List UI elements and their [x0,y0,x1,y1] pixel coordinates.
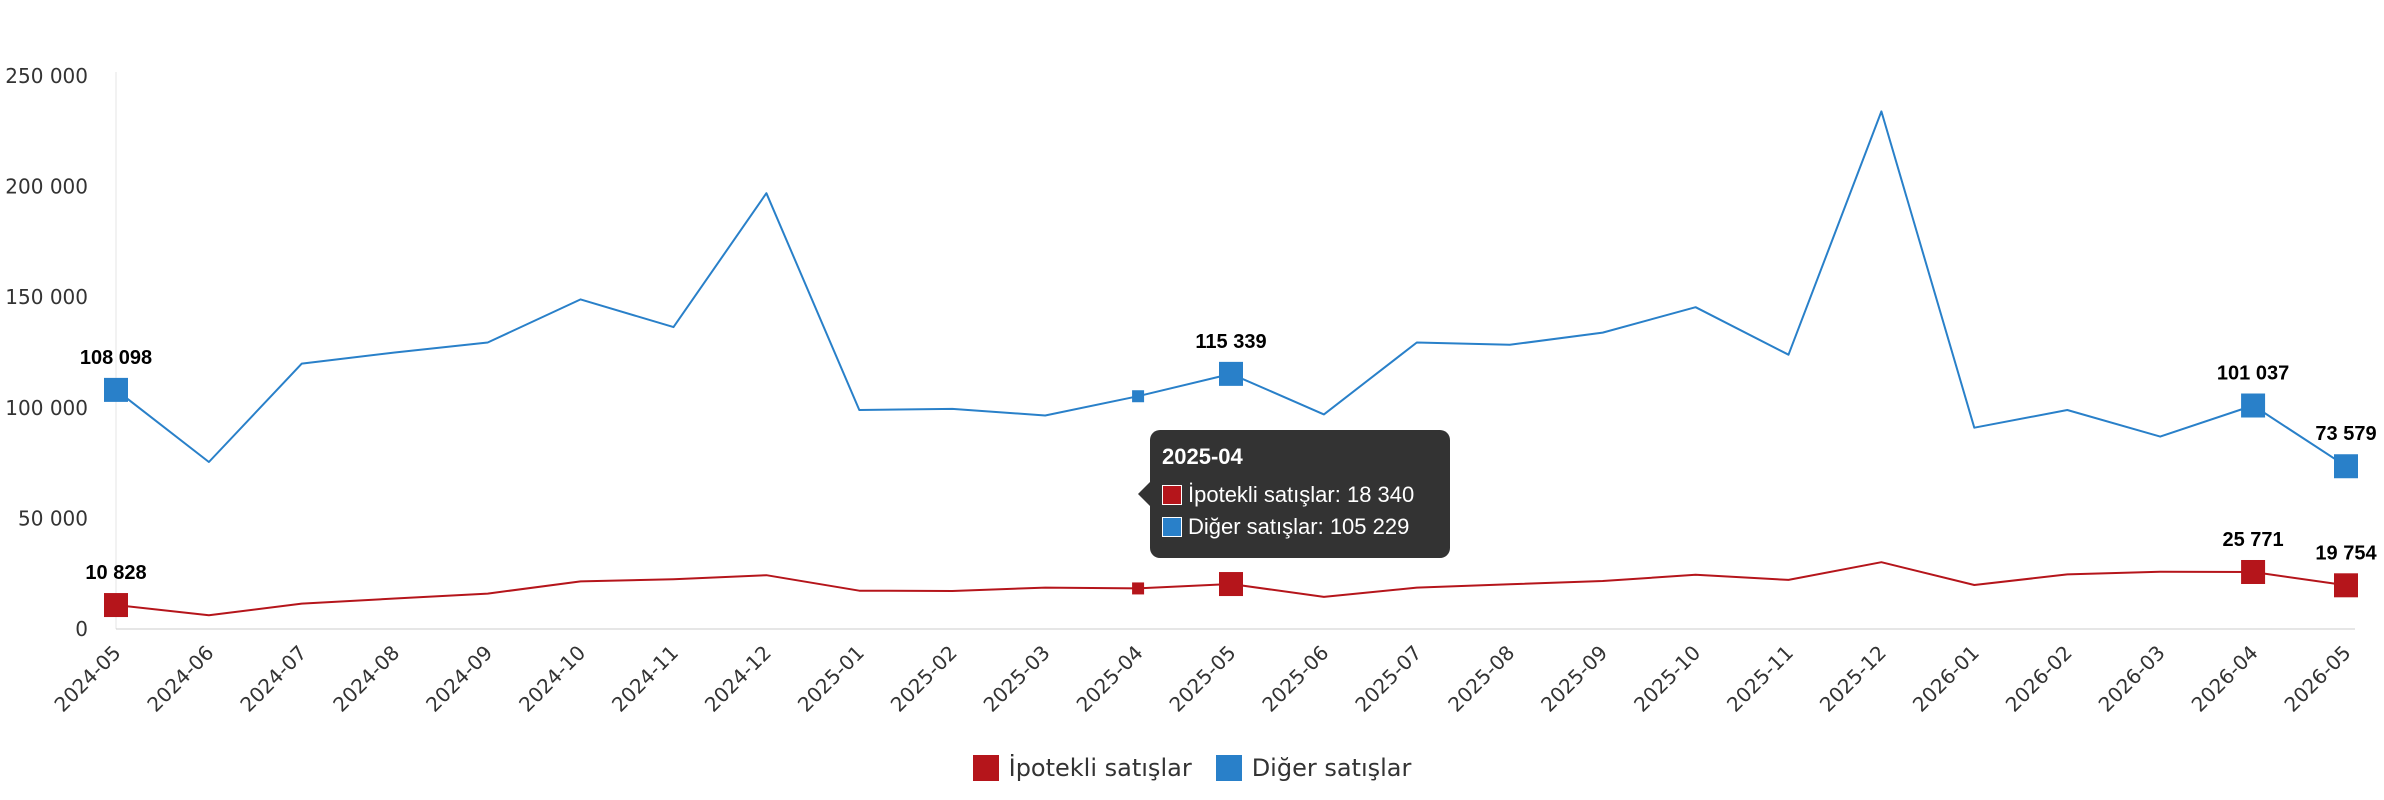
x-tick-label: 2026-04 [2187,641,2263,717]
y-tick-label: 100 000 [5,396,88,420]
tooltip-text-mortgage: İpotekli satışlar: 18 340 [1188,482,1415,507]
data-point-marker[interactable] [104,593,128,618]
data-label: 25 771 [2222,529,2283,551]
x-axis-ticks: 2024-05 2024-06 2024-07 2024-08 2024-09 2024-… [49,641,2355,717]
data-label: 10 828 [85,562,146,584]
x-tick-label: 2025-01 [793,641,869,717]
data-label: 101 037 [2217,363,2289,385]
x-tick-label: 2026-05 [2279,641,2355,717]
x-tick-label: 2024-07 [235,641,311,717]
data-point-marker[interactable] [104,377,128,402]
x-tick-label: 2025-03 [979,641,1055,717]
x-tick-label: 2025-04 [1072,641,1148,717]
y-tick-label: 50 000 [18,506,88,530]
data-point-marker[interactable] [2334,573,2358,598]
y-tick-label: 200 000 [5,175,88,199]
data-point-marker[interactable] [1219,361,1243,386]
x-tick-label: 2026-01 [1908,641,1984,717]
chart-tooltip: 2025-04 İpotekli satışlar: 18 340 Diğer … [1138,430,1450,558]
tooltip-swatch-other [1162,517,1182,537]
x-tick-label: 2025-08 [1443,641,1519,717]
series-markers [104,361,2358,618]
tooltip-text-other: Diğer satışlar: 105 229 [1188,514,1410,539]
x-tick-label: 2025-12 [1815,641,1891,717]
legend-swatch-other [1215,755,1242,781]
legend-item-mortgage[interactable]: İpotekli satışlar [972,754,1192,782]
y-tick-label: 250 000 [5,64,88,88]
x-tick-label: 2024-09 [421,641,497,717]
series-line-1[interactable] [115,110,2347,468]
data-point-marker[interactable] [2334,454,2358,479]
x-tick-label: 2025-06 [1257,641,1333,717]
data-label: 19 754 [2315,542,2377,564]
hover-marker[interactable] [1132,390,1145,403]
legend-label-other: Diğer satışlar [1251,754,1412,782]
data-label: 115 339 [1195,331,1266,353]
legend-label-mortgage: İpotekli satışlar [1008,754,1192,782]
data-point-marker[interactable] [2241,393,2266,418]
x-tick-label: 2025-11 [1722,641,1798,717]
tooltip-row-mortgage: İpotekli satışlar: 18 340 [1162,482,1438,508]
tooltip-title: 2025-04 [1162,444,1243,469]
data-point-marker[interactable] [1219,572,1243,597]
x-tick-label: 2024-10 [514,641,590,717]
x-tick-label: 2025-07 [1350,641,1426,717]
x-tick-label: 2025-02 [886,641,962,717]
tooltip-row-other: Diğer satışlar: 105 229 [1162,514,1438,540]
x-tick-label: 2024-08 [328,641,404,717]
x-tick-label: 2025-05 [1164,641,1240,717]
tooltip-swatch-mortgage [1162,485,1182,505]
x-tick-label: 2024-06 [142,641,218,717]
x-tick-label: 2024-12 [700,641,776,717]
legend-swatch-mortgage [972,755,999,781]
y-tick-label: 0 [75,617,88,641]
hover-marker[interactable] [1132,582,1145,595]
y-tick-label: 150 000 [5,285,88,309]
x-tick-label: 2026-02 [2001,641,2077,717]
x-tick-label: 2025-10 [1629,641,1705,717]
data-label: 73 579 [2315,423,2376,445]
x-tick-label: 2026-03 [2094,641,2170,717]
data-point-marker[interactable] [2241,559,2266,584]
x-tick-label: 2024-05 [49,641,125,717]
chart-legend: İpotekli satışlar Diğer satışlar [0,748,2384,788]
x-tick-label: 2025-09 [1536,641,1612,717]
x-tick-label: 2024-11 [607,641,683,717]
y-axis-ticks: 0 50 000 100 000 150 000 200 000 250 000 [5,64,88,641]
data-label: 108 098 [80,347,152,369]
legend-item-other[interactable]: Diğer satışlar [1215,754,1412,782]
